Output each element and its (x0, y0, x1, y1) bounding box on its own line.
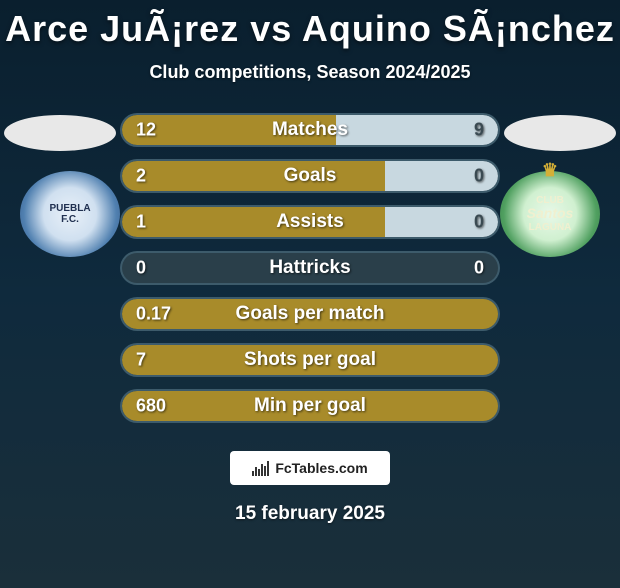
stat-value-right: 9 (474, 120, 484, 141)
stat-value-right: 0 (474, 166, 484, 187)
date: 15 february 2025 (0, 503, 620, 525)
crown-icon: ♛ (542, 161, 558, 181)
stat-label: Hattricks (269, 257, 350, 279)
stat-fill-left (122, 161, 385, 191)
brand-box[interactable]: FcTables.com (230, 451, 390, 485)
brand-text: FcTables.com (275, 460, 367, 476)
stat-label: Matches (272, 119, 348, 141)
comparison-area: PUEBLAF.C. ♛ CLUBSantosLAGUNA 12Matches9… (0, 113, 620, 423)
stat-label: Assists (276, 211, 344, 233)
player-photo-right (504, 115, 616, 151)
stat-label: Goals per match (236, 303, 385, 325)
stat-value-left: 0.17 (136, 304, 171, 325)
stat-fill-left (122, 207, 385, 237)
player-photo-left (4, 115, 116, 151)
stat-value-left: 0 (136, 258, 146, 279)
chart-icon (252, 460, 269, 476)
stat-row: 0.17 Goals per match (120, 297, 500, 331)
stat-label: Min per goal (254, 395, 366, 417)
stat-row: 680 Min per goal (120, 389, 500, 423)
stat-label: Shots per goal (244, 349, 376, 371)
stat-row: 12 Matches 9 (120, 113, 500, 147)
stat-value-left: 7 (136, 350, 146, 371)
club-badge-left: PUEBLAF.C. (20, 171, 120, 257)
subtitle: Club competitions, Season 2024/2025 (0, 62, 620, 83)
club-badge-left-text: PUEBLAF.C. (49, 203, 90, 225)
stat-row: 1 Assists 0 (120, 205, 500, 239)
stat-value-right: 0 (474, 212, 484, 233)
stat-rows: 12 Matches 9 2 Goals 0 1 Assists 0 0 Hattricks 0 0.1… (120, 113, 500, 423)
stat-value-left: 1 (136, 212, 146, 233)
stat-label: Goals (284, 165, 337, 187)
stat-row: 0 Hattricks 0 (120, 251, 500, 285)
stat-row: 7 Shots per goal (120, 343, 500, 377)
stat-value-left: 2 (136, 166, 146, 187)
stat-value-left: 12 (136, 120, 156, 141)
page-title: Arce JuÃ¡rez vs Aquino SÃ¡nchez (0, 8, 620, 50)
club-badge-right: ♛ CLUBSantosLAGUNA (500, 171, 600, 257)
stat-row: 2 Goals 0 (120, 159, 500, 193)
club-badge-right-text: CLUBSantosLAGUNA (527, 195, 574, 232)
stat-value-right: 0 (474, 258, 484, 279)
stat-value-left: 680 (136, 396, 166, 417)
